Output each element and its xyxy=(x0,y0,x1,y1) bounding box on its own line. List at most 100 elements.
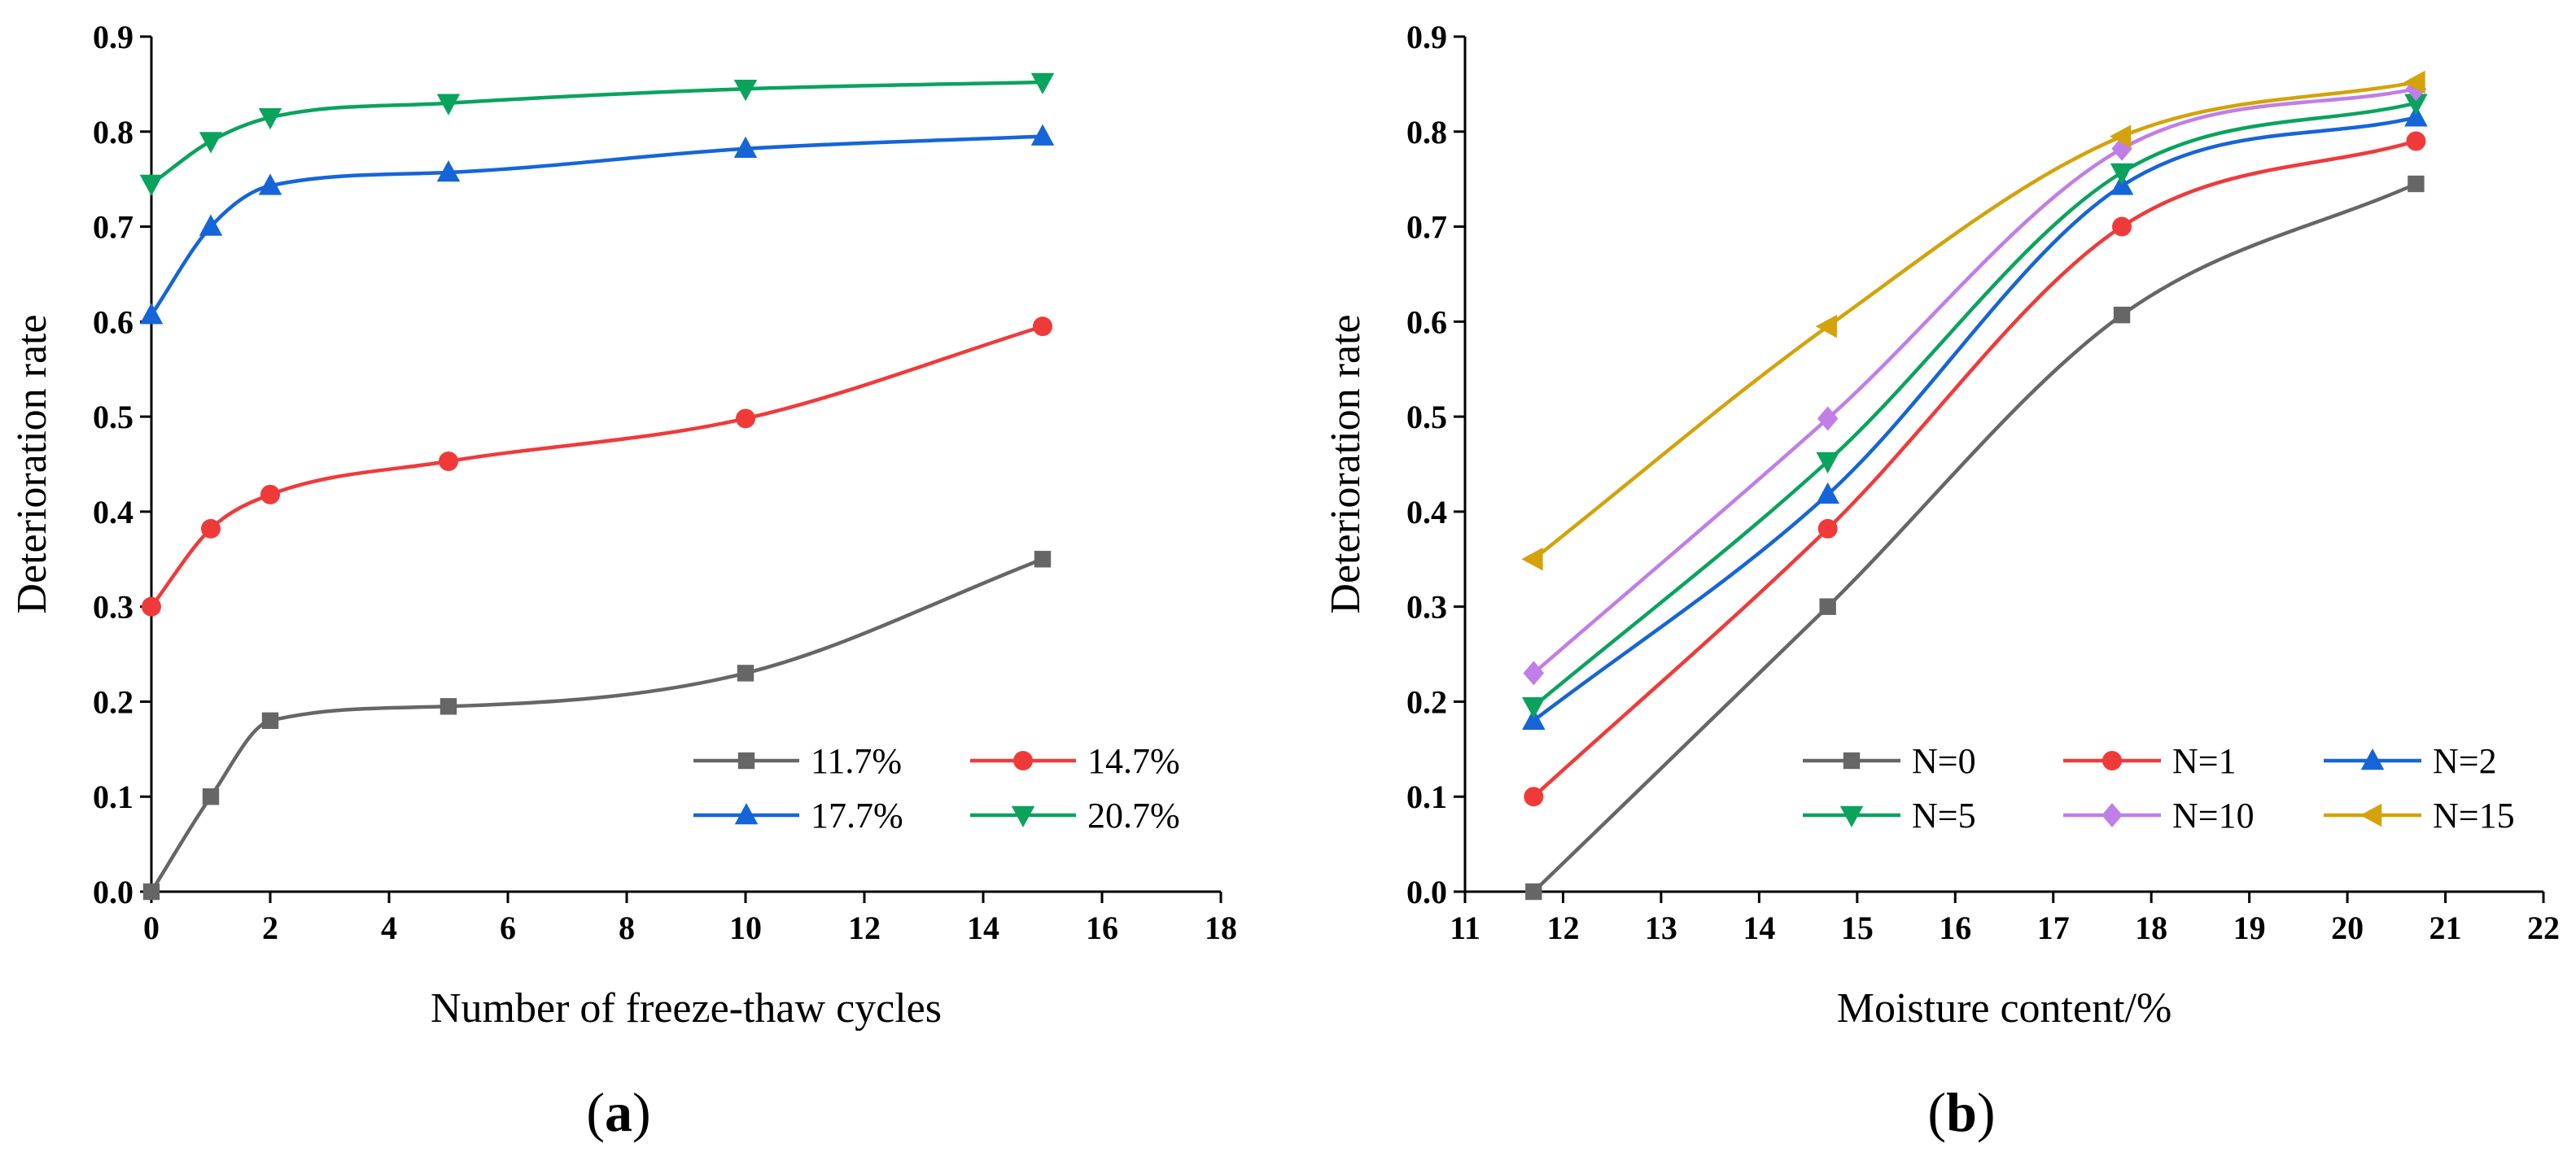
data-point xyxy=(1817,406,1839,431)
legend-marker xyxy=(2101,803,2123,827)
data-point xyxy=(260,484,280,504)
x-tick-label: 4 xyxy=(381,910,397,946)
y-tick-label: 0.5 xyxy=(1406,399,1447,435)
y-tick-label: 0.5 xyxy=(93,399,133,435)
data-point xyxy=(436,159,461,182)
y-tick-label: 0.4 xyxy=(93,494,133,530)
data-point xyxy=(1522,708,1546,731)
data-point xyxy=(439,451,458,471)
legend-label: 17.7% xyxy=(811,796,903,836)
x-tick-label: 11 xyxy=(1450,910,1480,946)
x-tick-label: 2 xyxy=(262,910,278,946)
legend-marker xyxy=(2360,803,2382,827)
y-axis-title: Deterioration rate xyxy=(9,314,55,613)
x-tick-label: 14 xyxy=(1743,910,1775,946)
y-tick-label: 0.4 xyxy=(1406,494,1447,530)
chart-panel-a: 0 2 4 6 8 10 12 14 16 18 0.0 0.1 0.2 0.3 0.4 0.5 0.6 0.7 0… xyxy=(9,19,1237,1143)
y-tick-label: 0.8 xyxy=(1406,114,1447,151)
legend-marker xyxy=(734,803,759,825)
series-line-N=15 xyxy=(1532,80,2418,561)
y-tick-label: 0.6 xyxy=(1406,303,1447,340)
series-line-N=2 xyxy=(1532,116,2418,723)
data-point xyxy=(737,665,754,682)
x-tick-label: 19 xyxy=(2233,910,2266,946)
data-point xyxy=(436,94,461,116)
legend-marker xyxy=(2360,748,2385,770)
legend-label: N=0 xyxy=(1912,741,1976,781)
series-line-20.7% xyxy=(149,80,1045,186)
legend-marker xyxy=(1843,752,1861,770)
legend-label: N=15 xyxy=(2433,796,2515,836)
data-point xyxy=(736,408,755,429)
y-tick-label: 0.3 xyxy=(93,589,133,626)
y-tick-label: 0.9 xyxy=(1406,19,1447,55)
legend-item: N=0 xyxy=(1803,741,1976,781)
data-point xyxy=(201,518,221,539)
series-line-11.7% xyxy=(149,557,1045,894)
legend-marker xyxy=(737,752,755,770)
data-point xyxy=(1521,548,1543,571)
data-point xyxy=(2404,105,2428,127)
y-tick-label: 0.1 xyxy=(1406,779,1447,815)
x-tick-label: 16 xyxy=(1939,910,1971,946)
data-point xyxy=(142,883,160,901)
data-point xyxy=(733,136,758,159)
data-point xyxy=(258,108,282,130)
legend-label: 20.7% xyxy=(1087,796,1180,836)
legend-marker xyxy=(2102,751,2122,770)
data-point xyxy=(440,698,457,715)
y-tick-label: 0.0 xyxy=(93,874,133,910)
series-line-N=5 xyxy=(1532,101,2418,709)
legend-label: 11.7% xyxy=(811,741,902,781)
data-point xyxy=(2406,131,2426,151)
series-line-N=10 xyxy=(1532,86,2418,675)
data-point xyxy=(1816,452,1839,473)
x-axis-title: Moisture content/% xyxy=(1837,985,2172,1032)
data-point xyxy=(1033,316,1052,337)
legend-item: N=1 xyxy=(2063,741,2237,781)
data-point xyxy=(2110,124,2132,148)
panel-label: (b) xyxy=(1927,1081,1995,1143)
x-tick-label: 8 xyxy=(619,910,635,946)
data-point xyxy=(1030,72,1055,95)
x-tick-label: 18 xyxy=(1205,910,1237,946)
series-line-17.7% xyxy=(149,134,1045,317)
y-tick-label: 0.2 xyxy=(1406,683,1447,720)
x-tick-label: 15 xyxy=(1841,910,1874,946)
series-line-N=1 xyxy=(1532,139,2418,799)
y-tick-label: 0.7 xyxy=(1406,209,1447,246)
data-point xyxy=(2112,216,2132,237)
data-point xyxy=(258,173,282,195)
data-point xyxy=(2113,306,2131,324)
y-tick-label: 0.3 xyxy=(1406,589,1447,626)
legend-marker xyxy=(1013,751,1033,770)
x-tick-label: 16 xyxy=(1086,910,1118,946)
data-point xyxy=(2408,175,2425,193)
data-point xyxy=(1525,883,1542,901)
data-point xyxy=(1815,314,1837,338)
y-tick-label: 0.0 xyxy=(1406,874,1447,910)
legend-label: N=2 xyxy=(2433,741,2497,781)
data-point xyxy=(1522,697,1546,719)
data-point xyxy=(142,596,161,617)
x-tick-label: 21 xyxy=(2429,910,2462,946)
x-tick-label: 22 xyxy=(2527,910,2560,946)
legend-item: 17.7% xyxy=(693,796,903,836)
legend-item: 20.7% xyxy=(970,796,1180,836)
data-point xyxy=(1819,598,1836,615)
x-tick-label: 12 xyxy=(1546,910,1579,946)
y-tick-label: 0.2 xyxy=(93,683,133,720)
y-tick-label: 0.6 xyxy=(93,303,133,340)
legend-marker xyxy=(1839,805,1864,827)
data-point xyxy=(1523,661,1545,686)
data-point xyxy=(2403,70,2425,94)
legend-label: 14.7% xyxy=(1087,741,1180,781)
legend-label: N=10 xyxy=(2172,796,2255,836)
data-point xyxy=(1524,787,1544,807)
x-tick-label: 10 xyxy=(729,910,762,946)
legend-label: N=1 xyxy=(2172,741,2237,781)
x-tick-label: 6 xyxy=(500,910,516,946)
legend-item: N=15 xyxy=(2324,796,2515,836)
data-point xyxy=(2404,94,2428,116)
y-tick-label: 0.1 xyxy=(93,779,133,815)
